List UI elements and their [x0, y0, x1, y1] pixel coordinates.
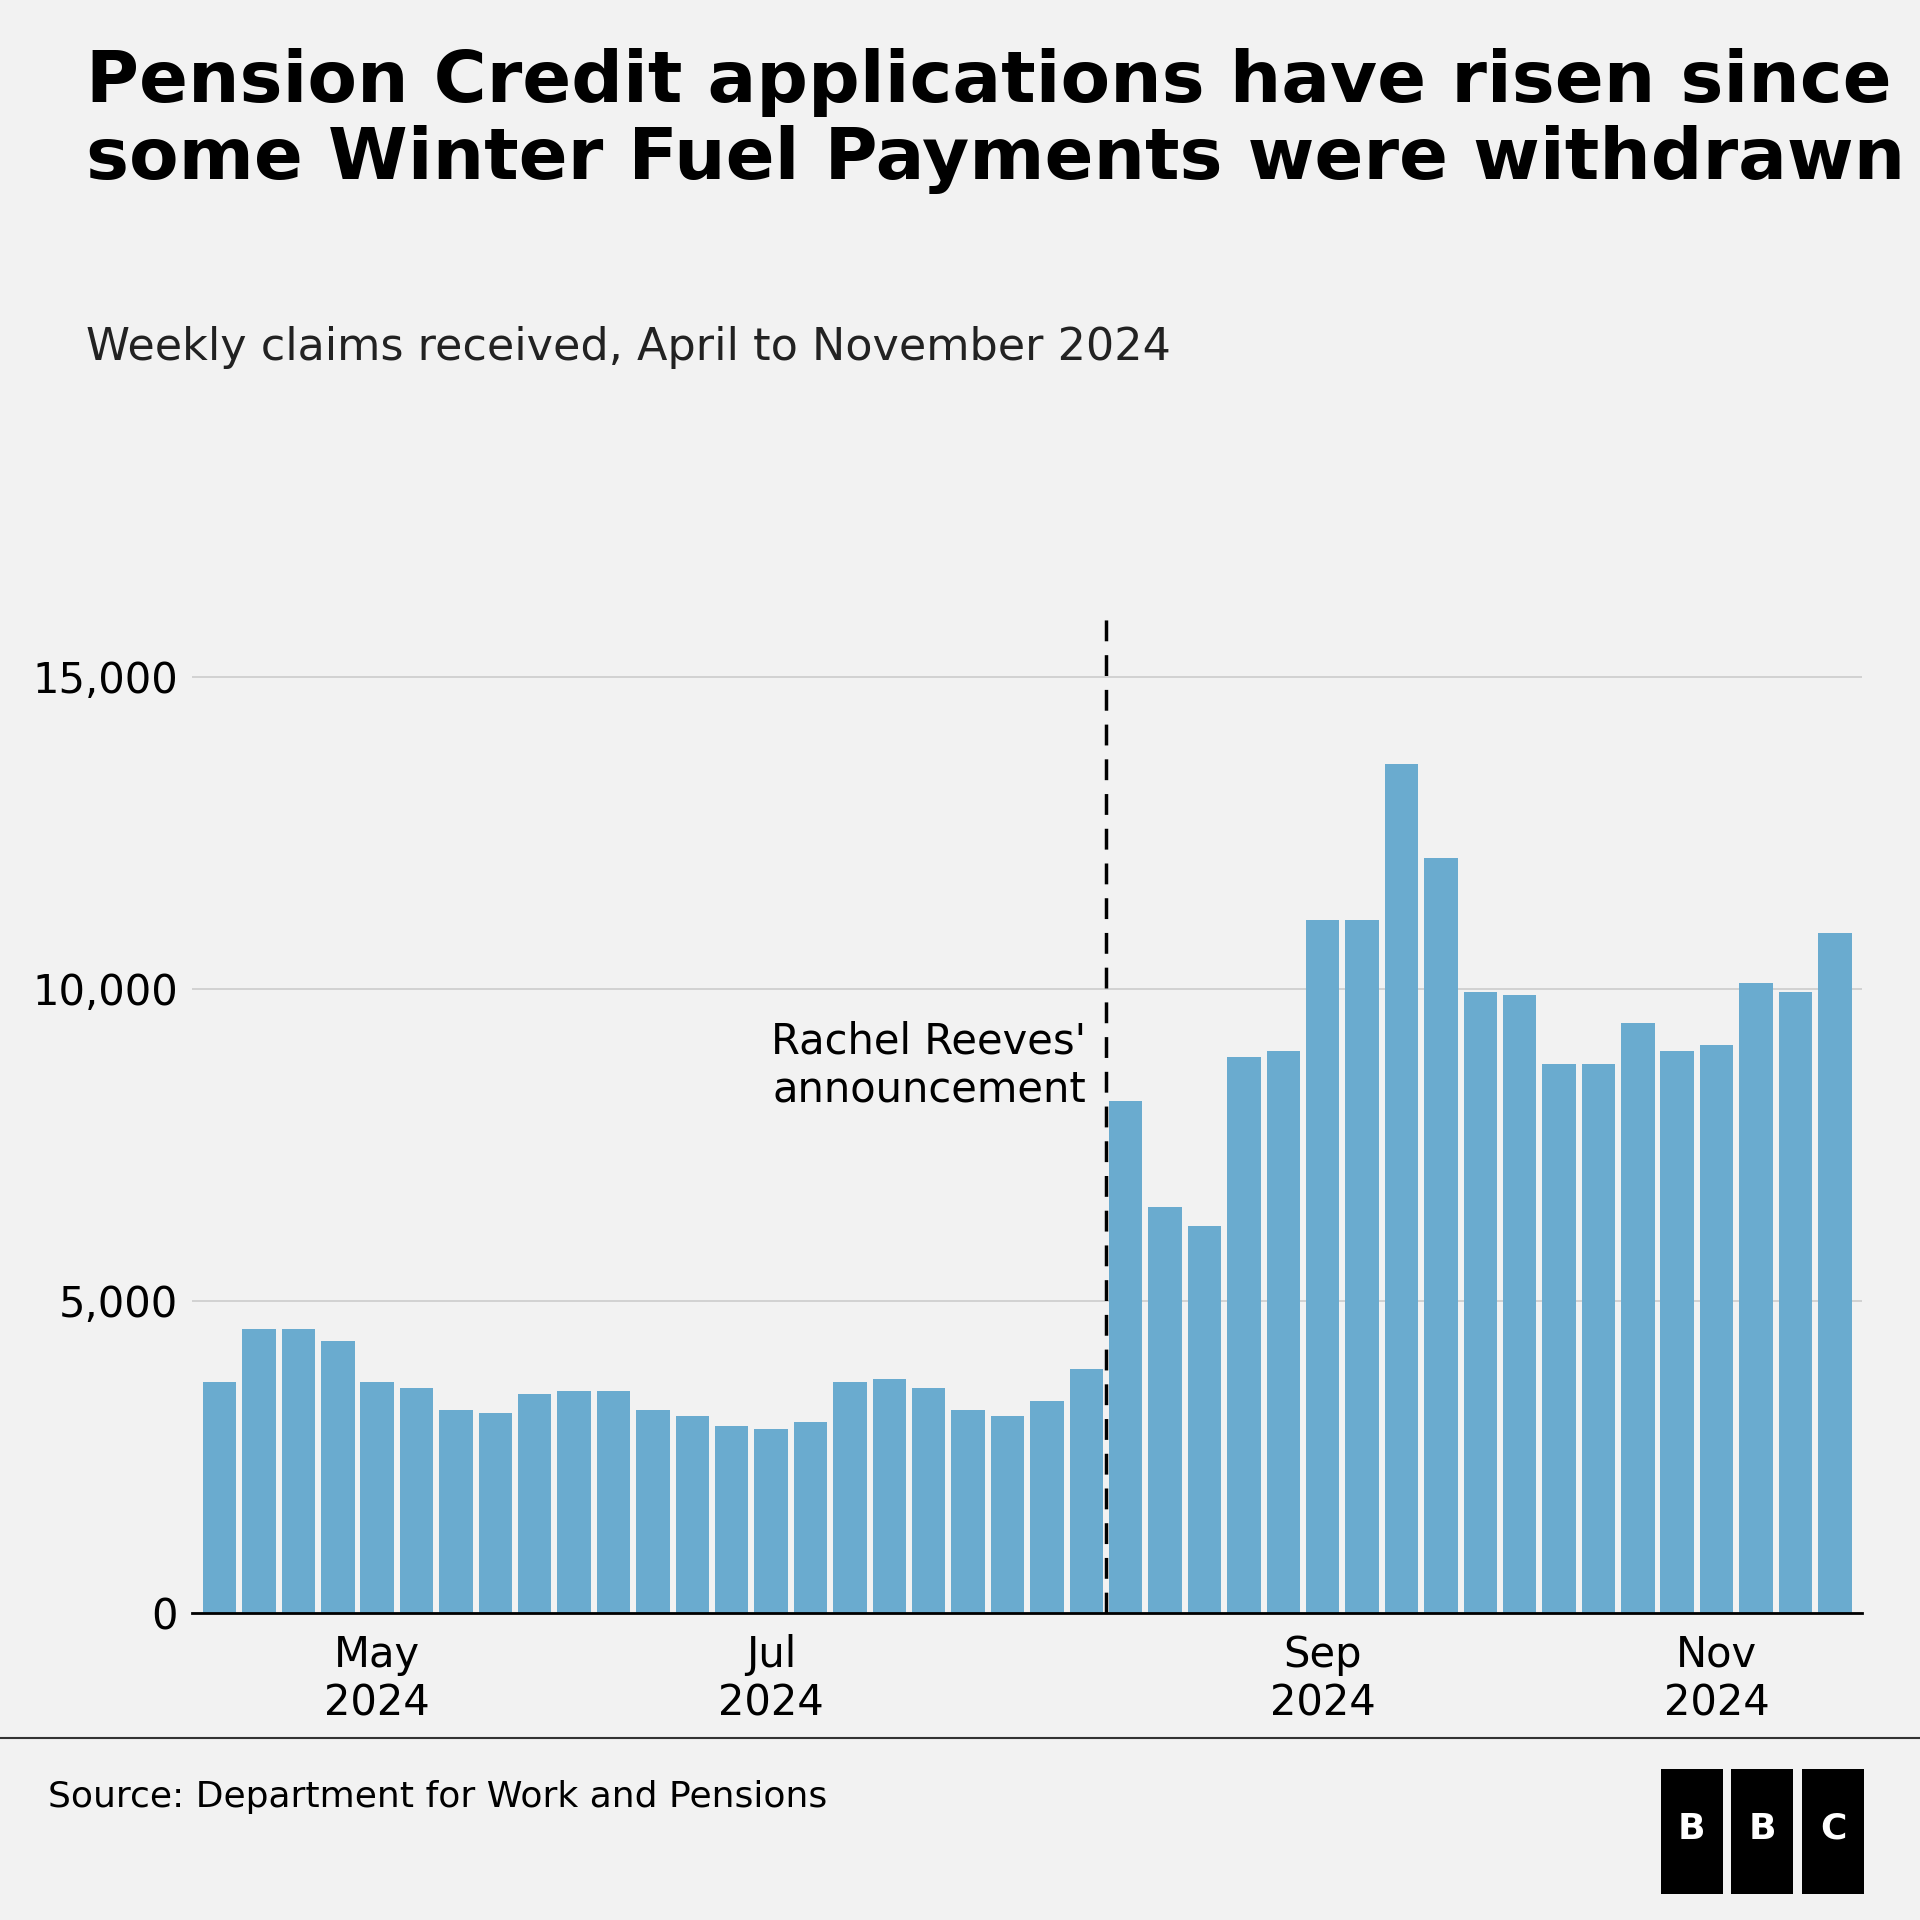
Bar	[991, 1417, 1023, 1613]
Text: Source: Department for Work and Pensions: Source: Department for Work and Pensions	[48, 1780, 828, 1814]
Bar	[321, 1342, 355, 1613]
Bar	[1227, 1058, 1261, 1613]
Bar	[1661, 1770, 1722, 1893]
Bar	[361, 1382, 394, 1613]
Bar	[952, 1409, 985, 1613]
Bar	[1384, 764, 1419, 1613]
Bar	[636, 1409, 670, 1613]
Bar	[1542, 1064, 1576, 1613]
Bar	[676, 1417, 708, 1613]
Bar	[1346, 920, 1379, 1613]
Bar	[1661, 1052, 1693, 1613]
Bar	[242, 1329, 276, 1613]
Bar	[557, 1392, 591, 1613]
Bar	[1699, 1044, 1734, 1613]
Bar	[440, 1409, 472, 1613]
Bar	[1582, 1064, 1615, 1613]
Bar	[1069, 1369, 1102, 1613]
Bar	[1267, 1052, 1300, 1613]
Bar	[282, 1329, 315, 1613]
Bar	[1818, 933, 1851, 1613]
Bar	[1188, 1225, 1221, 1613]
Bar	[1620, 1023, 1655, 1613]
Bar	[478, 1413, 513, 1613]
Bar	[1732, 1770, 1793, 1893]
Bar	[399, 1388, 434, 1613]
Bar	[1031, 1402, 1064, 1613]
Bar	[1148, 1208, 1183, 1613]
Text: Pension Credit applications have risen since
some Winter Fuel Payments were with: Pension Credit applications have risen s…	[86, 48, 1905, 194]
Bar	[597, 1392, 630, 1613]
Bar	[793, 1423, 828, 1613]
Text: C: C	[1820, 1812, 1847, 1845]
Text: B: B	[1749, 1812, 1776, 1845]
Bar	[755, 1428, 787, 1613]
Text: Weekly claims received, April to November 2024: Weekly claims received, April to Novembe…	[86, 326, 1171, 369]
Bar	[1803, 1770, 1864, 1893]
Text: Rachel Reeves'
announcement: Rachel Reeves' announcement	[772, 1020, 1087, 1110]
Text: B: B	[1678, 1812, 1705, 1845]
Bar	[714, 1425, 749, 1613]
Bar	[872, 1379, 906, 1613]
Bar	[204, 1382, 236, 1613]
Bar	[1110, 1102, 1142, 1613]
Bar	[1778, 993, 1812, 1613]
Bar	[1306, 920, 1340, 1613]
Bar	[1463, 993, 1498, 1613]
Bar	[518, 1394, 551, 1613]
Bar	[1503, 995, 1536, 1613]
Bar	[833, 1382, 866, 1613]
Bar	[1425, 858, 1457, 1613]
Bar	[912, 1388, 945, 1613]
Bar	[1740, 983, 1772, 1613]
